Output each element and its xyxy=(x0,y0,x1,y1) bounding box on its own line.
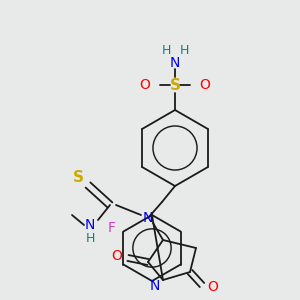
Text: F: F xyxy=(107,220,116,235)
Text: O: O xyxy=(200,78,210,92)
Text: N: N xyxy=(170,56,180,70)
Text: O: O xyxy=(112,249,122,263)
Text: O: O xyxy=(140,78,150,92)
Text: N: N xyxy=(143,211,153,225)
Text: H: H xyxy=(85,232,95,245)
Text: O: O xyxy=(208,280,218,294)
Text: H: H xyxy=(179,44,189,58)
Text: S: S xyxy=(169,77,181,92)
Text: N: N xyxy=(150,279,160,293)
Text: H: H xyxy=(161,44,171,58)
Text: S: S xyxy=(73,169,83,184)
Text: N: N xyxy=(85,218,95,232)
